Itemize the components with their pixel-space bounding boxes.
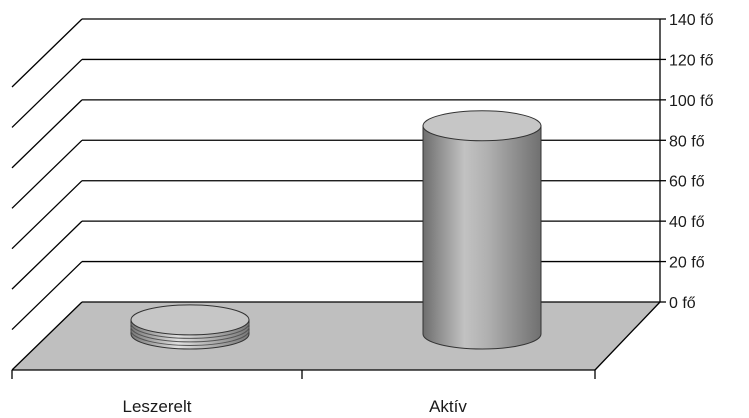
gridline-diagonal bbox=[11, 261, 83, 331]
bar-aktív bbox=[422, 110, 542, 350]
y-tick-label: 120 fő bbox=[669, 52, 714, 69]
y-tick-label: 140 fő bbox=[669, 12, 714, 29]
bar-top bbox=[422, 110, 542, 142]
bar-body bbox=[422, 125, 542, 350]
y-tick-label: 60 fő bbox=[669, 174, 705, 191]
gridline-diagonal bbox=[11, 139, 83, 209]
gridlines bbox=[11, 18, 666, 371]
gridline-diagonal bbox=[11, 301, 83, 371]
axes bbox=[11, 19, 661, 379]
y-tick-label: 40 fő bbox=[669, 214, 705, 231]
bar-ridge bbox=[130, 323, 250, 339]
gridline-diagonal bbox=[11, 18, 83, 88]
y-tick-labels: 0 fő 20 fő 40 fő 60 fő 80 fő 100 fő 120 fő 140 … bbox=[669, 12, 714, 312]
x-category-label: Aktív bbox=[429, 397, 467, 416]
y-tick-label: 20 fő bbox=[669, 255, 705, 272]
bar-top bbox=[130, 304, 250, 336]
x-category-label: Leszerelt bbox=[123, 397, 192, 416]
bar-leszerelt bbox=[130, 304, 250, 350]
category-labels: Leszerelt Aktív bbox=[123, 397, 468, 416]
chart-floor bbox=[12, 302, 660, 370]
gridline-diagonal bbox=[11, 180, 83, 250]
gridline-diagonal bbox=[11, 58, 83, 128]
gridline-diagonal bbox=[11, 99, 83, 169]
bars bbox=[130, 110, 542, 350]
y-tick-label: 80 fő bbox=[669, 133, 705, 150]
gridline-diagonal bbox=[11, 220, 83, 290]
floor-edge bbox=[594, 301, 661, 371]
y-tick-label: 0 fő bbox=[669, 295, 696, 312]
y-tick-label: 100 fő bbox=[669, 93, 714, 110]
bar-ridge bbox=[130, 330, 250, 346]
bar-ridge bbox=[130, 326, 250, 343]
